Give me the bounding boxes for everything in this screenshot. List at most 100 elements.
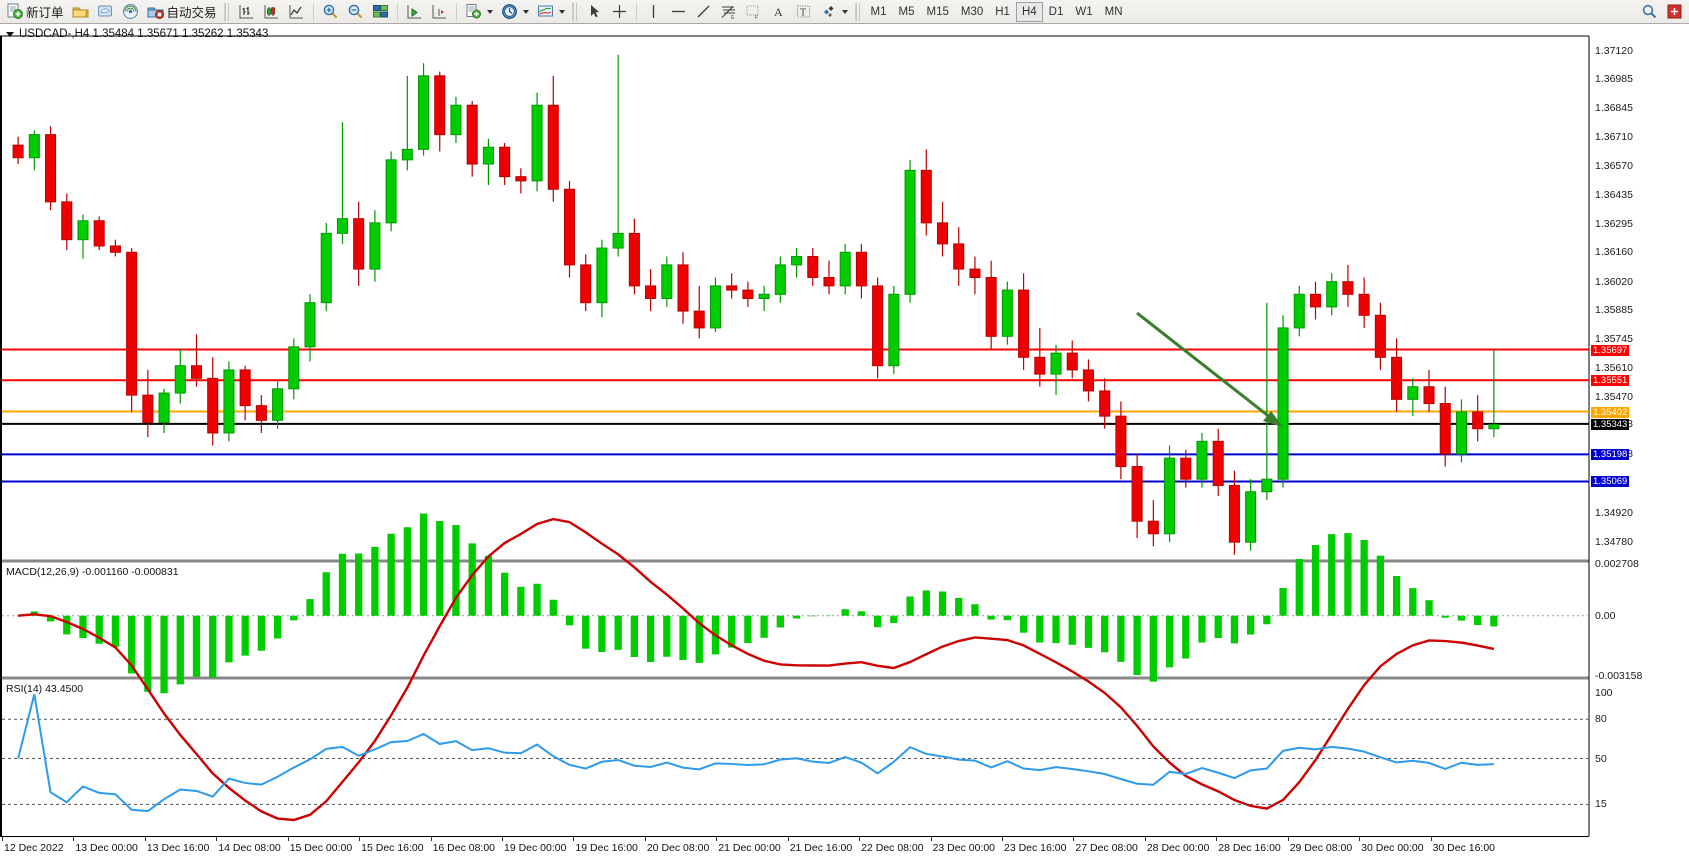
svg-text:E: E (731, 15, 735, 20)
period-clock-icon (501, 4, 517, 19)
text-label-icon: T (796, 5, 810, 19)
timeframe-m15[interactable]: M15 (926, 5, 949, 18)
time-tick: 13 Dec 16:00 (146, 842, 210, 854)
indicators-caret-icon[interactable] (486, 9, 493, 14)
level-tag-1.35198[interactable]: 1.35198 (1591, 449, 1630, 461)
objects-caret-icon[interactable] (841, 9, 848, 14)
tile-windows-button[interactable] (368, 1, 393, 23)
indicators-button[interactable] (461, 1, 497, 23)
time-tick: 19 Dec 00:00 (504, 842, 567, 854)
time-tick-mark (787, 837, 789, 841)
price-tick: 1.35470 (1595, 391, 1633, 404)
time-tick: 21 Dec 16:00 (789, 842, 853, 854)
timeframe-h1[interactable]: H1 (995, 5, 1010, 18)
search-button[interactable] (1637, 1, 1662, 23)
price-tick: 1.34920 (1595, 506, 1633, 519)
objects-icon (823, 6, 834, 17)
time-axis[interactable]: 12 Dec 2022 13 Dec 00:00 13 Dec 16:00 14 De… (0, 836, 1589, 861)
line-chart-button[interactable] (284, 1, 309, 23)
time-tick: 20 Dec 08:00 (646, 842, 710, 854)
time-tick-mark (573, 837, 575, 841)
time-tick: 15 Dec 00:00 (289, 842, 353, 854)
auto-trading-icon (147, 7, 164, 19)
open-folder-button[interactable] (68, 1, 93, 23)
level-tag-1.35343[interactable]: 1.35343 (1591, 418, 1630, 430)
time-tick-mark (144, 837, 146, 841)
timeframe-mn[interactable]: MN (1104, 5, 1123, 18)
indicators-icon (466, 4, 481, 19)
price-tick: 1.36710 (1595, 130, 1633, 143)
time-tick-mark (1144, 837, 1146, 841)
time-tick: 27 Dec 08:00 (1075, 842, 1138, 854)
price-tick: 1.36160 (1595, 246, 1633, 259)
timeframe-d1[interactable]: D1 (1048, 5, 1064, 18)
chart-shift-icon (432, 5, 446, 19)
svg-text:A: A (774, 5, 783, 19)
auto-scroll-button[interactable] (402, 1, 427, 23)
time-tick-mark (1359, 837, 1361, 841)
level-tag-1.35551[interactable]: 1.35551 (1591, 375, 1630, 387)
bar-chart-button[interactable] (234, 1, 259, 23)
vertical-line-button[interactable] (641, 1, 666, 23)
price-tick: 1.35610 (1595, 361, 1633, 374)
period-caret-icon[interactable] (522, 9, 529, 14)
timeframe-m1[interactable]: M1 (870, 5, 887, 18)
cursor-button[interactable] (582, 1, 607, 23)
time-tick: 21 Dec 00:00 (718, 842, 781, 854)
fibonacci-button[interactable]: E (716, 1, 741, 23)
text-button[interactable]: A (766, 1, 791, 23)
timeframe-w1[interactable]: W1 (1075, 5, 1093, 18)
symbol-header: USDCAD-,H4 1.35484 1.35671 1.35262 1.353… (6, 28, 268, 40)
signal-icon (122, 4, 138, 19)
candlestick-chart-button[interactable] (259, 1, 284, 23)
svg-text:T: T (800, 8, 806, 19)
svg-text:F: F (755, 15, 758, 20)
horizontal-line-icon (671, 10, 685, 13)
time-tick-mark (2, 837, 3, 841)
period-button[interactable] (497, 1, 533, 23)
price-tick: 1.36845 (1595, 102, 1633, 115)
zoom-in-button[interactable] (318, 1, 343, 23)
text-label-button[interactable]: T (791, 1, 816, 23)
timeframe-m5[interactable]: M5 (898, 5, 915, 18)
templates-icon (537, 5, 553, 17)
time-tick-mark (1430, 837, 1432, 841)
rsi-tick: 80 (1595, 713, 1607, 726)
auto-scroll-icon (407, 5, 421, 19)
time-tick: 30 Dec 00:00 (1361, 842, 1424, 854)
channel-button[interactable]: F (741, 1, 766, 23)
time-tick: 28 Dec 00:00 (1146, 842, 1210, 854)
chart-drawing[interactable] (0, 24, 1689, 861)
trendline-button[interactable] (691, 1, 716, 23)
level-tag-1.35069[interactable]: 1.35069 (1591, 476, 1630, 488)
time-tick-mark (430, 837, 432, 841)
profile-cloud-button[interactable] (93, 1, 118, 23)
time-tick: 23 Dec 16:00 (1004, 842, 1067, 854)
time-tick: 28 Dec 16:00 (1218, 842, 1281, 854)
signal-button[interactable] (118, 1, 143, 23)
time-tick-mark (930, 837, 932, 841)
time-tick: 23 Dec 00:00 (932, 842, 996, 854)
zoom-out-button[interactable] (343, 1, 368, 23)
level-tag-1.35697[interactable]: 1.35697 (1591, 344, 1630, 356)
templates-caret-icon[interactable] (558, 9, 565, 14)
rsi-label: RSI(14) 43.4500 (6, 683, 84, 695)
crosshair-button[interactable] (607, 1, 632, 23)
chart-canvas-area[interactable]: 1.37120 1.36985 1.36845 1.36710 1.36570 1.364… (0, 24, 1689, 861)
chart-shift-button[interactable] (427, 1, 452, 23)
time-tick-mark (1002, 837, 1003, 841)
text-icon: A (774, 5, 783, 19)
timeframe-m30[interactable]: M30 (960, 5, 984, 18)
toolbar-divider-2 (396, 2, 398, 21)
chevron-down-icon[interactable] (6, 31, 14, 37)
trend-arrow-annotation (1136, 311, 1283, 427)
level-tag-1.35402[interactable]: 1.35402 (1591, 406, 1630, 418)
new-order-button[interactable]: 新订单 (2, 1, 68, 23)
timeframe-h4[interactable]: H4 (1015, 1, 1043, 22)
horizontal-line-button[interactable] (666, 1, 691, 23)
objects-button[interactable] (816, 1, 852, 23)
time-tick-mark (216, 837, 218, 841)
templates-button[interactable] (533, 1, 569, 23)
fullscreen-button[interactable] (1662, 1, 1687, 23)
auto-trading-button[interactable]: 自动交易 (143, 1, 221, 23)
